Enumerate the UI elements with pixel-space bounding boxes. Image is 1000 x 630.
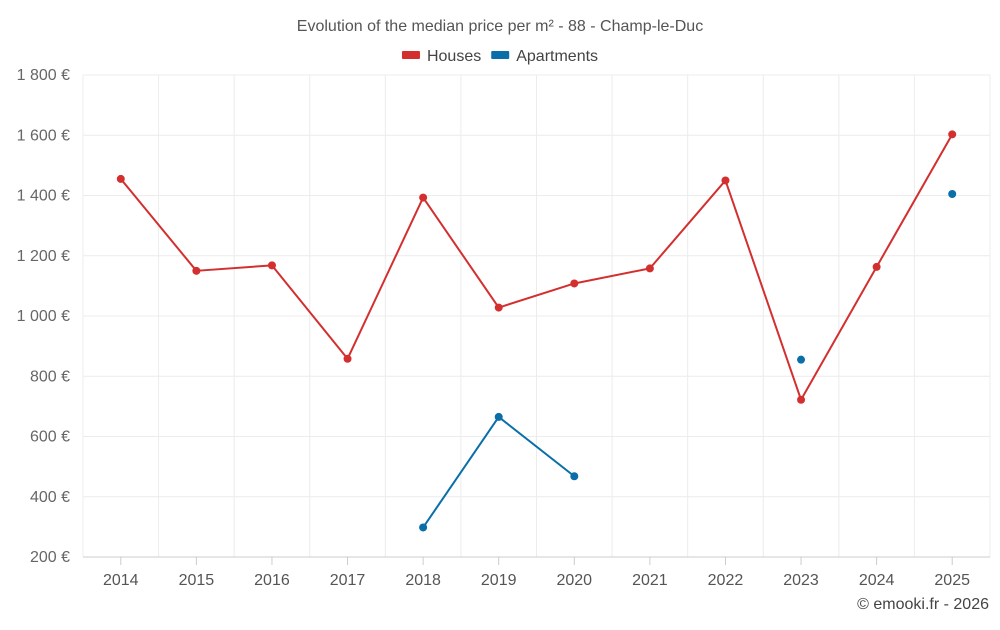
data-point-apartments[interactable] (797, 355, 806, 364)
credit-text: © emooki.fr - 2026 (857, 596, 989, 613)
legend-item-houses[interactable]: Houses (401, 48, 481, 65)
y-tick-label: 600 € (30, 429, 70, 446)
y-tick-label: 200 € (30, 549, 70, 566)
y-tick-label: 1 600 € (17, 127, 70, 144)
y-tick-label: 1 200 € (17, 248, 70, 265)
x-tick-label: 2024 (859, 572, 895, 589)
data-point-houses[interactable] (494, 303, 503, 312)
data-point-houses[interactable] (721, 176, 730, 185)
series-houses (116, 130, 957, 404)
data-point-houses[interactable] (570, 279, 579, 288)
y-tick-label: 1 000 € (17, 308, 70, 325)
legend[interactable]: Houses Apartments (401, 48, 598, 65)
legend-label-houses: Houses (427, 48, 481, 65)
x-tick-label: 2020 (556, 572, 592, 589)
x-tick-label: 2016 (254, 572, 290, 589)
x-tick-label: 2018 (405, 572, 441, 589)
chart-title: Evolution of the median price per m² - 8… (297, 18, 703, 35)
x-tick-label: 2022 (708, 572, 744, 589)
y-tick-label: 800 € (30, 368, 70, 385)
legend-label-apartments: Apartments (516, 48, 598, 65)
axes: 200 € 400 € 600 € 800 € 1 000 € 1 200 € 1 400 … (17, 67, 990, 589)
series-line-apartments (422, 415, 575, 529)
data-point-apartments[interactable] (494, 412, 503, 421)
data-point-houses[interactable] (192, 266, 201, 275)
legend-swatch-houses (401, 51, 420, 59)
legend-item-apartments[interactable]: Apartments (491, 48, 598, 65)
data-point-houses[interactable] (419, 193, 428, 202)
series-apartments (419, 189, 957, 532)
x-tick-label: 2019 (481, 572, 517, 589)
series-line-houses (120, 133, 954, 401)
y-tick-label: 400 € (30, 489, 70, 506)
y-tick-label: 1 400 € (17, 188, 70, 205)
legend-swatch-apartments (491, 51, 510, 59)
data-point-houses[interactable] (645, 264, 654, 273)
y-tick-label: 1 800 € (17, 67, 70, 84)
data-point-apartments[interactable] (570, 472, 579, 481)
x-tick-label: 2021 (632, 572, 668, 589)
data-point-houses[interactable] (116, 174, 125, 183)
x-tick-label: 2015 (179, 572, 215, 589)
data-point-houses[interactable] (948, 130, 957, 139)
data-point-houses[interactable] (343, 354, 352, 363)
series (116, 130, 957, 532)
x-tick-label: 2017 (330, 572, 366, 589)
data-point-houses[interactable] (872, 262, 881, 271)
x-tick-label: 2023 (783, 572, 819, 589)
data-point-apartments[interactable] (419, 523, 428, 532)
data-point-houses[interactable] (267, 261, 276, 270)
data-point-houses[interactable] (797, 395, 806, 404)
x-tick-label: 2014 (103, 572, 139, 589)
x-tick-label: 2025 (934, 572, 970, 589)
data-point-apartments[interactable] (948, 189, 957, 198)
grid (82, 74, 991, 558)
